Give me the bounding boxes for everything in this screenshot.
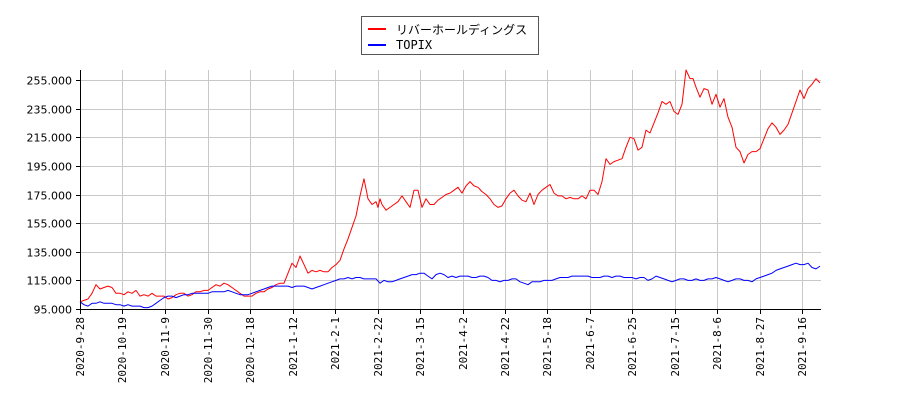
legend-label: TOPIX: [396, 38, 433, 52]
x-tick-label: 2021-7-15: [669, 317, 682, 377]
y-tick-label: 215.000: [27, 132, 73, 145]
y-tick-label: 95.000: [34, 304, 73, 317]
y-tick-label: 255.000: [27, 75, 73, 88]
x-tick-label: 2021-2-1: [329, 317, 342, 370]
series-line: [79, 262, 821, 309]
x-tick-label: 2020-12-18: [244, 317, 257, 383]
x-tick-label: 2021-6-25: [626, 317, 639, 377]
legend-swatch-blue-line-icon: [368, 44, 386, 46]
series-line: [79, 69, 821, 303]
axes: [76, 70, 821, 314]
series-lines: [79, 69, 821, 309]
x-tick-label: 2021-3-15: [414, 317, 427, 377]
x-tick-label: 2021-1-12: [287, 317, 300, 377]
x-tick-label: 2020-10-19: [116, 317, 129, 383]
y-tick-label: 115.000: [27, 275, 73, 288]
legend-swatch-red-line-icon: [368, 28, 386, 30]
x-tick-label: 2020-11-30: [202, 317, 215, 383]
x-tick-label: 2021-8-6: [711, 317, 724, 370]
x-axis-tick-labels: 2020-9-28 2020-10-19 2020-11-9 2020-11-30 20…: [74, 317, 809, 383]
legend-item-river-holdings: リバーホールディングス: [368, 21, 527, 37]
x-tick-label: 2020-9-28: [74, 317, 87, 377]
y-axis-tick-labels: 95.000 115.000 135.000 155.000 175.000 195.00…: [27, 75, 73, 317]
x-tick-label: 2020-11-9: [159, 317, 172, 377]
x-tick-label: 2021-9-16: [796, 317, 809, 377]
x-tick-label: 2021-4-2: [457, 317, 470, 370]
legend-item-topix: TOPIX: [368, 37, 432, 53]
y-tick-label: 135.000: [27, 247, 73, 260]
grid-lines: [80, 70, 821, 309]
x-tick-label: 2021-4-22: [499, 317, 512, 377]
y-tick-label: 175.000: [27, 190, 73, 203]
y-tick-label: 155.000: [27, 218, 73, 231]
x-tick-label: 2021-8-27: [754, 317, 767, 377]
x-tick-label: 2021-6-7: [584, 317, 597, 370]
y-tick-label: 195.000: [27, 161, 73, 174]
x-tick-label: 2021-5-18: [541, 317, 554, 377]
x-tick-label: 2021-2-22: [372, 317, 385, 377]
y-tick-label: 235.000: [27, 104, 73, 117]
chart-legend: リバーホールディングス TOPIX: [361, 16, 539, 55]
legend-label: リバーホールディングス: [396, 22, 528, 37]
